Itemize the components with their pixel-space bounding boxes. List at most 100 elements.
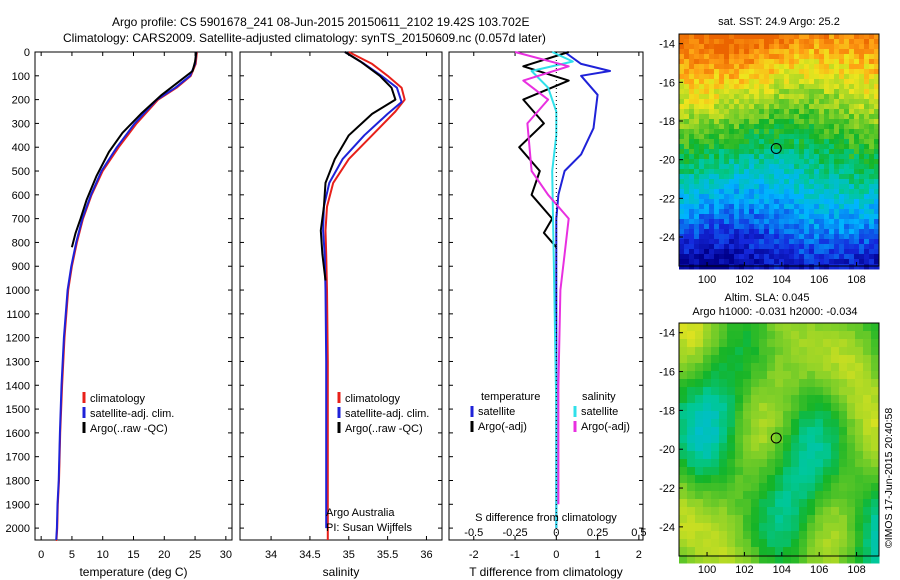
sla-map-cell xyxy=(783,435,792,444)
sst-map-cell xyxy=(734,199,740,205)
sst-map-cell xyxy=(704,109,710,115)
sst-map-cell xyxy=(819,249,825,255)
sst-map-cell xyxy=(759,259,765,265)
sst-map-cell xyxy=(864,139,870,145)
sst-map-cell xyxy=(684,159,690,165)
sla-map-cell xyxy=(871,435,880,444)
sst-map-cell xyxy=(869,114,875,120)
sst-map-cell xyxy=(804,199,810,205)
sst-map-cell xyxy=(724,49,730,55)
sla-map-cell xyxy=(703,419,712,428)
sst-map-cell xyxy=(854,209,860,215)
sst-map-cell xyxy=(699,159,705,165)
sla-map-cell xyxy=(695,387,704,396)
sst-map-cell xyxy=(774,219,780,225)
sst-map-cell xyxy=(824,144,830,150)
sst-map-cell xyxy=(759,39,765,45)
sst-map-cell xyxy=(804,244,810,250)
sst-map-cell xyxy=(804,139,810,145)
sst-map-cell xyxy=(744,99,750,105)
sla-map-cell xyxy=(783,355,792,364)
sla-map-cell xyxy=(687,411,696,420)
sla-map-cell xyxy=(863,331,872,340)
sla-map-cell xyxy=(783,403,792,412)
sst-map-cell xyxy=(804,64,810,70)
sla-map-cell xyxy=(759,355,768,364)
sst-map-cell xyxy=(829,114,835,120)
sst-map-cell xyxy=(719,124,725,130)
sla-map-cell xyxy=(871,507,880,516)
sst-map-cell xyxy=(799,169,805,175)
sla-map-cell xyxy=(839,347,848,356)
sst-map-cell xyxy=(829,69,835,75)
sst-map-cell xyxy=(834,124,840,130)
sst-map-cell xyxy=(689,229,695,235)
sst-map-cell xyxy=(794,49,800,55)
sst-map-cell xyxy=(804,149,810,155)
sla-map-cell xyxy=(679,507,688,516)
sla-map-cell xyxy=(719,363,728,372)
sst-map-cell xyxy=(839,264,845,270)
temp-legend-label: Argo(..raw -QC) xyxy=(90,423,168,435)
sst-map-cell xyxy=(684,79,690,85)
sla-map-cell xyxy=(807,363,816,372)
sst-map-cell xyxy=(724,239,730,245)
sst-map-cell xyxy=(839,194,845,200)
sst-map-cell xyxy=(864,174,870,180)
sst-map-cell xyxy=(704,264,710,270)
sst-map-cell xyxy=(759,89,765,95)
sst-map-cell xyxy=(724,109,730,115)
sla-map-cell xyxy=(815,355,824,364)
sst-map-cell xyxy=(714,94,720,100)
sst-map-cell xyxy=(839,159,845,165)
sst-map-cell xyxy=(799,259,805,265)
sla-map-cell xyxy=(799,507,808,516)
sla-map-cell xyxy=(855,411,864,420)
sst-map-cell xyxy=(689,34,695,40)
sla-map-cell xyxy=(743,523,752,532)
sst-map-cell xyxy=(799,254,805,260)
sst-map-cell xyxy=(789,239,795,245)
sst-map-cell xyxy=(849,54,855,60)
sst-map-cell xyxy=(854,244,860,250)
sst-map-cell xyxy=(734,194,740,200)
sst-map-cell xyxy=(774,34,780,40)
sst-map-cell xyxy=(714,199,720,205)
sst-map-cell xyxy=(769,159,775,165)
sst-map-cell xyxy=(729,89,735,95)
sst-map-cell xyxy=(859,154,865,160)
sst-map-cell xyxy=(764,34,770,40)
sst-map-cell xyxy=(829,84,835,90)
sst-map-cell xyxy=(869,174,875,180)
credit: ©IMOS 17-Jun-2015 20:40:58 xyxy=(883,408,895,548)
sst-map-cell xyxy=(849,139,855,145)
sst-map-cell xyxy=(874,214,880,220)
sst-map-cell xyxy=(789,229,795,235)
sla-map-cell xyxy=(775,459,784,468)
sst-map-cell xyxy=(764,234,770,240)
sst-map-cell xyxy=(779,144,785,150)
sst-map-cell xyxy=(694,124,700,130)
sla-map-cell xyxy=(695,355,704,364)
sst-map-cell xyxy=(749,209,755,215)
sst-map-cell xyxy=(799,154,805,160)
sst-map-cell xyxy=(794,144,800,150)
sla-map-cell xyxy=(711,411,720,420)
sst-map-cell xyxy=(819,114,825,120)
sst-map-cell xyxy=(839,164,845,170)
sla-map-cell xyxy=(751,451,760,460)
sla-map-cell xyxy=(847,547,856,556)
sst-map-cell xyxy=(694,234,700,240)
sst-map-cell xyxy=(724,39,730,45)
sst-map-cell xyxy=(839,134,845,140)
sla-map-cell xyxy=(703,339,712,348)
sla-map-cell xyxy=(823,363,832,372)
sla-map-cell xyxy=(687,355,696,364)
sst-map-cell xyxy=(764,109,770,115)
sst-map-cell xyxy=(699,49,705,55)
sst-map-cell xyxy=(839,94,845,100)
sst-map-cell xyxy=(679,199,685,205)
sst-map-cell xyxy=(864,244,870,250)
sla-map-cell xyxy=(711,435,720,444)
sst-map-cell xyxy=(804,34,810,40)
